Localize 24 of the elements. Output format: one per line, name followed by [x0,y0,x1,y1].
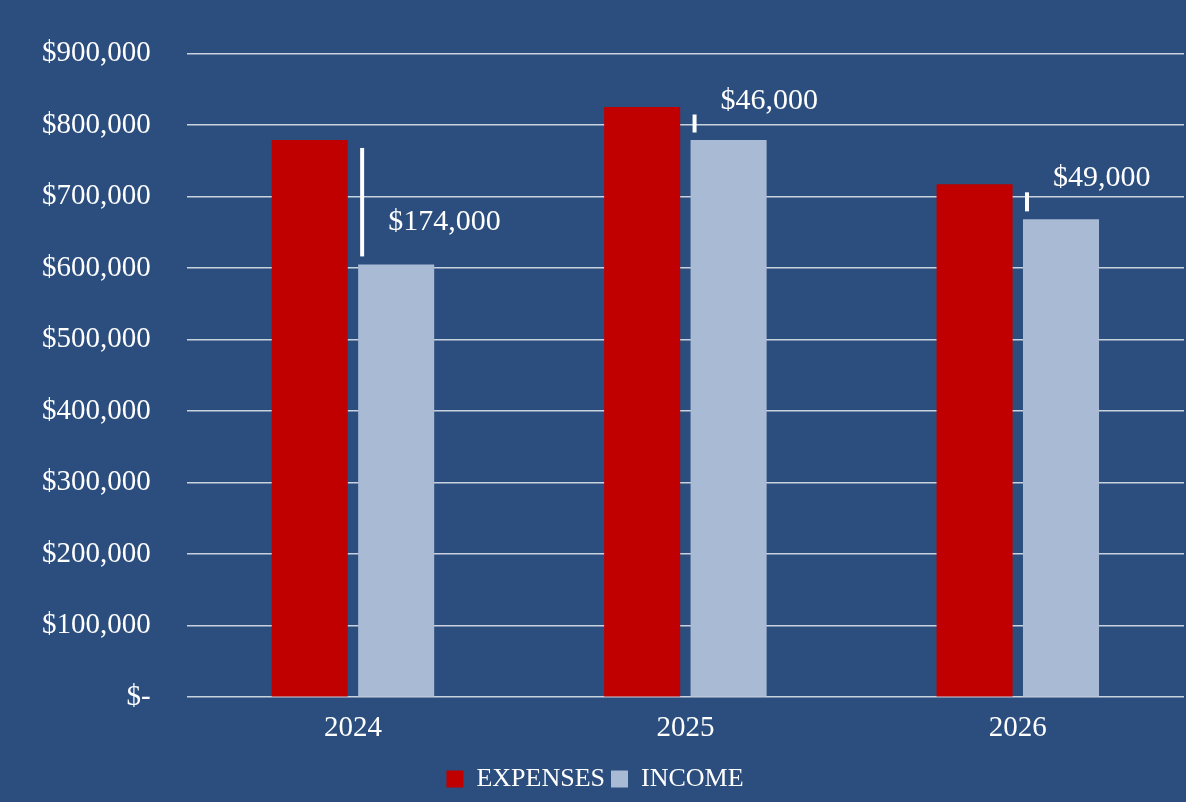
y-tick-label: $800,000 [42,106,151,139]
y-tick-label: $700,000 [42,178,151,211]
y-tick-label: $900,000 [42,35,151,68]
bar [604,107,681,697]
y-tick-label: $600,000 [42,249,151,282]
y-tick-label: $- [126,678,151,711]
annotation: $46,000 [720,81,819,115]
legend-label: INCOME [641,762,744,792]
y-tick-label: $500,000 [42,321,151,354]
bar [358,264,435,697]
bar [936,184,1013,697]
y-tick-label: $300,000 [42,464,151,497]
annotation: $174,000 [388,203,501,237]
x-tick-label: 2026 [988,710,1047,743]
y-tick-label: $200,000 [42,535,151,568]
bar [271,139,348,697]
x-tick-label: 2025 [656,710,715,743]
annotation: $49,000 [1052,159,1151,193]
y-tick-label: $100,000 [42,607,151,640]
bar [1022,219,1100,697]
y-tick-label: $400,000 [42,392,151,425]
bar [690,139,767,697]
x-tick-label: 2024 [323,710,383,743]
legend-label: EXPENSES [476,762,606,792]
